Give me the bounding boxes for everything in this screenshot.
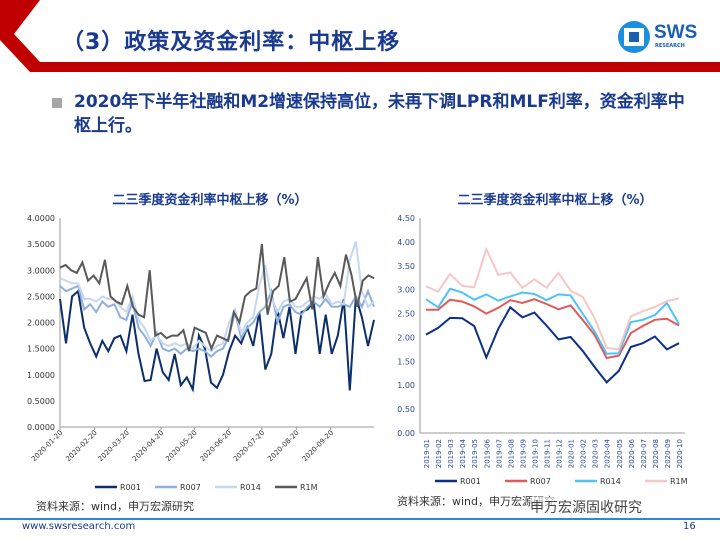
x-tick-label: 2020-07-20 <box>232 429 266 463</box>
chart-monthly-rates: 二三季度资金利率中枢上移（%） 0.00 0.50 1.00 1.50 2.00 2.50 3… <box>397 192 688 486</box>
x-tick-label: 2020-08 <box>652 439 660 468</box>
x-tick-label: 2019-05 <box>471 439 479 468</box>
chart-title: 二三季度资金利率中枢上移（%） <box>457 192 652 208</box>
source-note-left: 资料来源：wind，申万宏源研究 <box>36 500 195 513</box>
x-tick-label: 2020-01-20 <box>30 429 64 463</box>
x-tick-label: 2020-08-20 <box>266 429 300 463</box>
y-tick-label: 3.50 <box>397 262 415 271</box>
legend-label: R001 <box>460 477 481 486</box>
legend-label: R007 <box>180 483 201 492</box>
x-tick-label: 2019-02 <box>435 439 443 468</box>
legend-label: R1M <box>670 477 688 486</box>
x-tick-label: 2019-08 <box>507 439 515 468</box>
logo-subtext: RESEARCH <box>655 43 685 49</box>
y-tick-label: 4.0000 <box>27 214 55 223</box>
x-tick-label: 2019-06 <box>483 438 491 468</box>
watermark: 申万宏源固收研究 <box>530 497 642 517</box>
series-line-r007 <box>59 284 375 358</box>
x-tick-label: 2019-12 <box>556 439 564 468</box>
x-tick-label: 2020-05-20 <box>164 429 198 463</box>
x-tick-label: 2020-02 <box>580 439 588 468</box>
y-tick-label: 4.50 <box>397 214 415 223</box>
x-tick-label: 2020-04-20 <box>131 429 165 463</box>
x-tick-label: 2020-07 <box>640 439 648 468</box>
legend-label: R014 <box>240 483 261 492</box>
bullet-text: 2020年下半年社融和M2增速保持高位，未再下调LPR和MLF利率，资金利率中枢… <box>74 92 685 136</box>
y-tick-label: 1.0000 <box>27 371 55 380</box>
y-tick-label: 0.00 <box>397 429 415 438</box>
x-tick-label: 2019-09 <box>519 439 527 468</box>
x-tick-label: 2020-09 <box>664 439 672 468</box>
series-line-r001 <box>59 289 375 393</box>
source-note-right: 资料来源：wind，申万宏源研究 <box>397 495 556 508</box>
y-tick-label: 0.5000 <box>27 397 55 406</box>
page-number: 16 <box>683 521 696 532</box>
y-tick-label: 1.50 <box>397 357 415 366</box>
y-tick-label: 2.0000 <box>27 319 55 328</box>
x-tick-label: 2020-02-20 <box>64 429 98 463</box>
x-tick-label: 2020-04 <box>604 438 612 468</box>
y-tick-label: 4.00 <box>397 238 415 247</box>
footer-url[interactable]: www.swsresearch.com <box>22 521 136 532</box>
series-line-r1m <box>59 243 375 352</box>
y-tick-label: 0.50 <box>397 405 415 414</box>
x-tick-label: 2020-10 <box>676 439 684 468</box>
page-title: （3）政策及资金利率：中枢上移 <box>62 30 401 55</box>
x-tick-label: 2019-04 <box>459 438 467 468</box>
series-line-r007 <box>426 298 680 360</box>
series-line-r014 <box>425 287 680 355</box>
y-tick-label: 1.5000 <box>27 345 55 354</box>
sws-logo-icon <box>618 21 650 53</box>
legend-label: R001 <box>120 483 141 492</box>
x-tick-label: 2020-03-20 <box>97 429 131 463</box>
y-tick-label: 2.00 <box>397 333 415 342</box>
chart-daily-rates: 二三季度资金利率中枢上移（%） 0.0000 0.5000 1.0000 1.5000 2… <box>27 192 375 492</box>
x-tick-label: 2019-11 <box>543 439 551 468</box>
x-tick-label: 2019-10 <box>531 439 539 468</box>
y-tick-label: 3.5000 <box>27 240 55 249</box>
y-tick-label: 0.0000 <box>27 423 55 432</box>
x-tick-label: 2020-05 <box>616 439 624 468</box>
x-tick-label: 2020-01 <box>568 439 576 468</box>
legend-label: R007 <box>530 477 551 486</box>
x-tick-label: 2020-06 <box>628 438 636 468</box>
x-tick-label: 2019-07 <box>495 439 503 468</box>
x-tick-label: 2020-03 <box>592 439 600 468</box>
legend-label: R014 <box>600 477 621 486</box>
x-tick-label: 2020-09-20 <box>301 429 335 463</box>
y-tick-label: 2.50 <box>397 310 415 319</box>
logo-text: SWS <box>654 22 698 43</box>
bullet-icon <box>52 98 62 108</box>
y-tick-label: 3.00 <box>397 286 415 295</box>
y-tick-label: 3.0000 <box>27 266 55 275</box>
footer-divider <box>0 518 720 520</box>
x-tick-label: 2020-06-20 <box>199 429 233 463</box>
chart-title: 二三季度资金利率中枢上移（%） <box>112 192 307 208</box>
legend-label: R1M <box>300 483 318 492</box>
x-tick-label: 2019-01 <box>423 439 431 468</box>
y-tick-label: 1.00 <box>397 381 415 390</box>
series-line-r1m <box>425 246 680 351</box>
y-tick-label: 2.5000 <box>27 292 55 301</box>
series-line-r001 <box>425 305 680 384</box>
header-decoration <box>0 0 720 72</box>
x-tick-label: 2019-03 <box>447 439 455 468</box>
